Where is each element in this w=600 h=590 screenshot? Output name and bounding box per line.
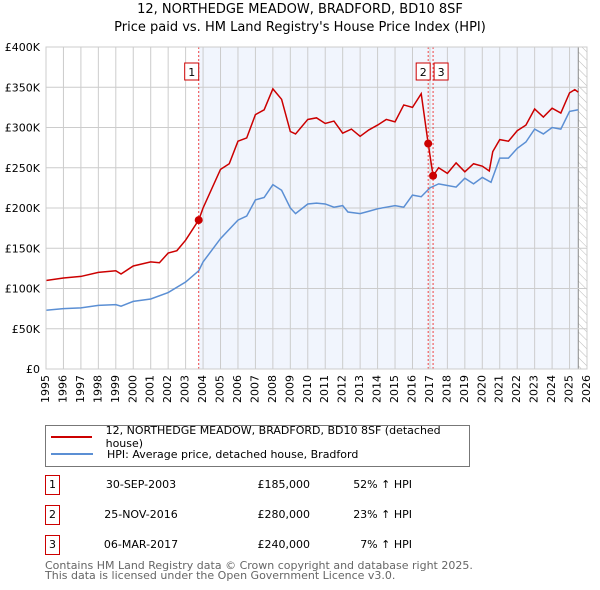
x-tick-label: 1997 (74, 375, 87, 403)
sale-label: 3 (438, 66, 445, 79)
footer-line: This data is licensed under the Open Gov… (45, 569, 396, 582)
sale-hpi-change: 7% ↑ HPI (360, 538, 412, 551)
sale-row: 2 25-NOV-2016 £280,000 23% ↑ HPI (45, 505, 465, 525)
legend-swatch (51, 436, 92, 438)
y-tick-label: £350K (5, 81, 41, 94)
x-tick-label: 2015 (388, 375, 401, 403)
x-tick-label: 2025 (563, 375, 576, 403)
sale-label-box (433, 62, 449, 81)
y-tick-label: £0 (26, 363, 40, 376)
x-tick-label: 1996 (56, 375, 69, 403)
series-line (45, 109, 579, 311)
x-tick-label: 2011 (318, 375, 331, 403)
x-tick-label: 2009 (283, 375, 296, 403)
x-tick-label: 2010 (301, 375, 314, 403)
sale-label-box (184, 62, 200, 81)
legend: 12, NORTHEDGE MEADOW, BRADFORD, BD10 8SF… (45, 424, 470, 467)
sale-hpi-change: 23% ↑ HPI (353, 508, 412, 521)
sale-number-badge: 3 (45, 535, 60, 555)
sale-price: £240,000 (257, 538, 311, 551)
x-tick-label: 1998 (91, 375, 104, 403)
x-tick-label: 2014 (371, 375, 384, 403)
x-tick-label: 2017 (423, 375, 436, 403)
series-line (45, 87, 579, 282)
sale-price: £280,000 (257, 508, 311, 521)
x-tick-label: 2001 (144, 375, 157, 403)
x-tick-label: 2005 (214, 375, 227, 403)
sale-label: 1 (188, 66, 195, 79)
footer: Contains HM Land Registry data © Crown c… (45, 559, 473, 582)
y-tick-label: £250K (5, 162, 41, 175)
y-tick-label: £200K (5, 202, 41, 215)
x-tick-label: 2003 (179, 375, 192, 403)
x-tick-label: 2007 (248, 375, 261, 403)
x-tick-label: 2008 (266, 375, 279, 403)
legend-swatch (51, 453, 93, 455)
legend-item-hpi: HPI: Average price, detached house, Brad… (46, 446, 358, 462)
x-tick-label: 2026 (580, 375, 593, 403)
sale-price: £185,000 (257, 478, 311, 491)
sale-date: 06-MAR-2017 (103, 538, 179, 551)
sale-hpi-change: 52% ↑ HPI (353, 478, 412, 491)
x-tick-label: 2013 (353, 375, 366, 403)
x-tick-label: 1999 (109, 375, 122, 403)
legend-label: HPI: Average price, detached house, Brad… (107, 447, 359, 461)
sale-row: 1 30-SEP-2003 £185,000 52% ↑ HPI (45, 475, 465, 495)
sale-label: 2 (420, 66, 427, 79)
price-chart: 1995 1996 1997 1998 1999 2000 2001 2002 2003 2004… (5, 41, 593, 403)
x-tick-label: 2012 (336, 375, 349, 403)
x-tick-label: 2006 (231, 375, 244, 403)
chart-title: 12, NORTHEDGE MEADOW, BRADFORD, BD10 8SF (137, 2, 463, 17)
y-tick-label: £300K (5, 122, 41, 135)
x-tick-label: 2000 (126, 375, 139, 403)
y-tick-label: £400K (5, 41, 41, 54)
x-tick-label: 2024 (545, 375, 558, 403)
sale-row: 3 06-MAR-2017 £240,000 7% ↑ HPI (45, 535, 465, 555)
legend-label: 12, NORTHEDGE MEADOW, BRADFORD, BD10 8SF… (105, 424, 441, 450)
x-tick-label: 2004 (196, 375, 209, 403)
legend-item-property: 12, NORTHEDGE MEADOW, BRADFORD, BD10 8SF… (46, 424, 469, 450)
x-tick-label: 2020 (475, 375, 488, 403)
y-tick-label: £50K (12, 323, 41, 336)
sale-date: 30-SEP-2003 (105, 478, 177, 491)
x-tick-label: 2023 (528, 375, 541, 403)
y-tick-label: £150K (5, 242, 41, 255)
x-tick-label: 2019 (458, 375, 471, 403)
sale-point (429, 171, 438, 180)
sale-number-badge: 2 (45, 505, 60, 525)
sale-label-box (415, 62, 431, 81)
sale-point (194, 216, 203, 225)
plot-border (45, 46, 588, 370)
footer-line: Contains HM Land Registry data © Crown c… (45, 559, 473, 572)
x-tick-label: 2021 (493, 375, 506, 403)
x-tick-label: 2002 (161, 375, 174, 403)
x-tick-label: 2022 (510, 375, 523, 403)
x-tick-label: 2018 (440, 375, 453, 403)
chart-subtitle: Price paid vs. HM Land Registry's House … (114, 20, 486, 35)
sale-date: 25-NOV-2016 (104, 508, 178, 521)
sale-point (424, 139, 433, 148)
x-tick-label: 1995 (39, 375, 52, 403)
x-tick-label: 2016 (405, 375, 418, 403)
sale-number-badge: 1 (45, 475, 60, 495)
y-tick-label: £100K (5, 283, 41, 296)
